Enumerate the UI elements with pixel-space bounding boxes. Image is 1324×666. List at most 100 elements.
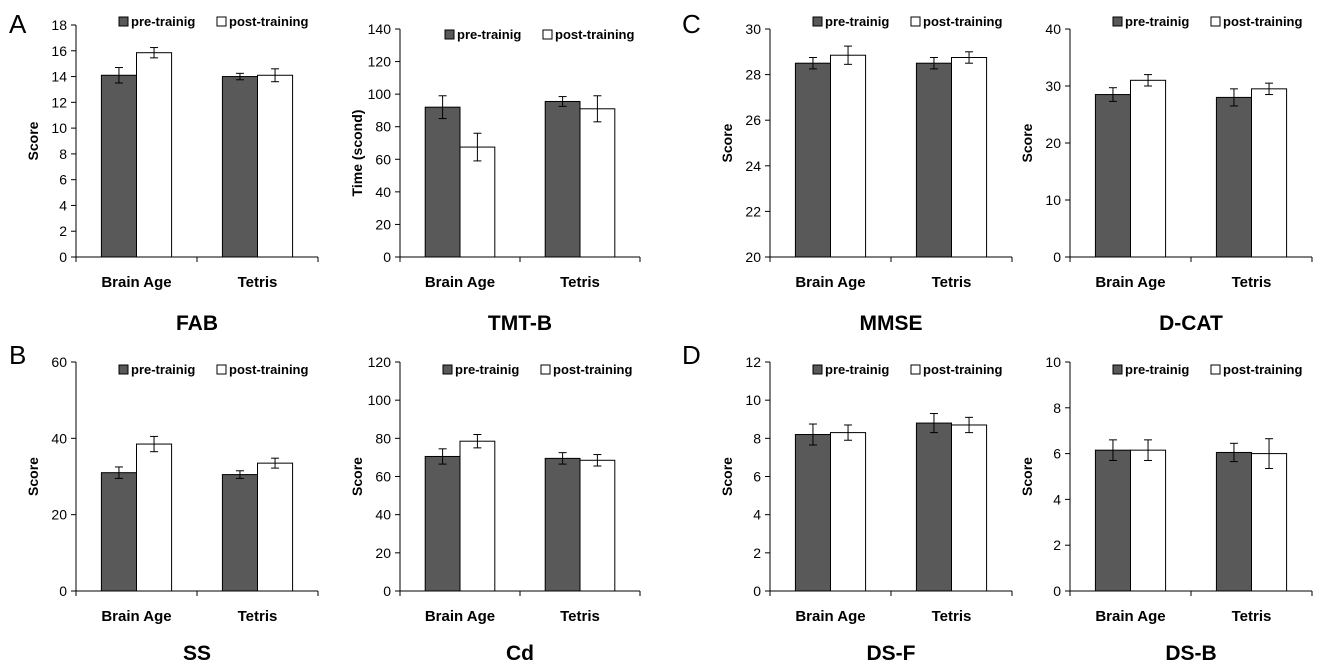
bar-pre-1 [915,422,952,592]
bar-pre-1 [915,62,952,258]
legend-swatch-post [910,364,921,375]
legend-label-pre: pre-trainig [1125,362,1189,377]
category-label: Tetris [1232,608,1272,625]
bar-pre-1 [221,474,259,592]
y-tick-label: 0 [1053,583,1061,599]
bar-post-0 [136,443,173,592]
bar-post-1 [951,57,988,258]
legend-swatch-pre [1112,364,1123,375]
bar-post-1 [257,462,294,592]
y-tick-label: 100 [368,86,392,102]
panel-letter-a: A [9,9,27,39]
chart-6: 0 2 4 6 8 10 12 Brain Age Tetris Score DS-F pre-tra… [719,354,1013,665]
y-tick-label: 14 [51,69,67,85]
y-tick-label: 60 [375,469,391,485]
chart-4: 0 20 40 60 Brain Age Tetris Score SS pre-trainig… [25,354,319,665]
y-axis-label: Score [25,121,41,160]
y-tick-label: 60 [375,151,391,167]
category-label: Brain Age [1095,608,1165,625]
bar-post-0 [830,54,867,258]
y-axis-label: Score [25,457,41,496]
y-tick-label: 4 [1053,491,1061,507]
legend-label-pre: pre-trainig [131,14,195,29]
y-tick-label: 28 [745,67,761,83]
bar-pre-1 [544,457,581,592]
y-tick-label: 6 [59,172,67,188]
panel-letter-c: C [682,9,701,39]
chart-3: 0 10 20 30 40 Brain Age Tetris Score D-CAT pre-tr… [1019,14,1313,335]
y-axis-label: Score [719,457,735,496]
chart-title: DS-F [867,642,916,665]
panel-letter-b: B [9,340,27,370]
y-tick-label: 120 [368,354,392,370]
y-axis-label: Time (scond) [349,110,365,197]
y-tick-label: 30 [745,21,761,37]
category-label: Brain Age [101,608,171,625]
y-tick-label: 2 [1053,537,1061,553]
bar-post-0 [1130,79,1167,258]
legend-label-post: post-training [1223,362,1302,377]
category-label: Tetris [238,274,278,291]
y-tick-label: 12 [51,94,67,110]
chart-0: 0 2 4 6 8 10 12 14 16 18 Brain Age Tetris Score FAB pr… [25,14,319,335]
category-label: Brain Age [795,274,865,291]
y-tick-label: 40 [51,430,67,446]
y-axis-label: Score [1019,457,1035,496]
y-tick-label: 8 [1053,400,1061,416]
legend-label-post: post-training [1223,14,1302,29]
chart-title: Cd [506,642,534,665]
y-tick-label: 100 [368,392,392,408]
y-tick-label: 8 [753,430,761,446]
y-tick-label: 10 [745,392,761,408]
y-tick-label: 40 [375,507,391,523]
bar-pre-0 [1094,94,1132,258]
bar-post-1 [1251,453,1288,592]
y-tick-label: 18 [51,17,67,33]
y-tick-label: 24 [745,158,761,174]
y-tick-label: 20 [375,216,391,232]
y-tick-label: 4 [753,507,761,523]
chart-title: FAB [176,312,218,335]
chart-title: DS-B [1165,642,1216,665]
legend-label-post: post-training [553,362,632,377]
bar-post-0 [830,432,867,592]
chart-7: 0 2 4 6 8 10 Brain Age Tetris Score DS-B pre-train… [1019,354,1313,665]
y-tick-label: 22 [745,203,761,219]
y-tick-label: 40 [375,184,391,200]
legend-swatch-post [216,364,227,375]
bar-pre-1 [544,100,581,258]
category-label: Brain Age [425,274,495,291]
bar-post-1 [951,424,988,592]
chart-title: SS [183,642,211,665]
bar-pre-0 [1094,449,1132,592]
legend-label-pre: pre-trainig [825,14,889,29]
y-tick-label: 16 [51,43,67,59]
chart-2: 20 22 24 26 28 30 Brain Age Tetris Score MMSE pre-… [719,14,1013,335]
panel-letter-d: D [682,340,701,370]
legend-swatch-pre [812,364,823,375]
bar-pre-1 [1215,96,1253,258]
legend-label-pre: pre-trainig [457,27,521,42]
bar-pre-0 [100,74,138,258]
chart-title: TMT-B [488,312,552,335]
legend-label-post: post-training [923,362,1002,377]
y-axis-label: Score [1019,123,1035,162]
category-label: Tetris [560,608,600,625]
legend-label-pre: pre-trainig [131,362,195,377]
legend-label-pre: pre-trainig [1125,14,1189,29]
legend-label-post: post-training [229,14,308,29]
legend-swatch-pre [444,29,455,40]
category-label: Tetris [560,274,600,291]
chart-title: D-CAT [1159,312,1223,335]
legend-swatch-post [216,16,227,27]
bar-pre-0 [794,62,831,258]
legend-swatch-pre [442,364,453,375]
legend-label-post: post-training [555,27,634,42]
legend-swatch-post [910,16,921,27]
y-axis-label: Score [349,457,365,496]
y-tick-label: 10 [1045,354,1061,370]
y-axis-label: Score [719,123,735,162]
legend-label-post: post-training [923,14,1002,29]
bar-post-0 [1130,449,1167,592]
